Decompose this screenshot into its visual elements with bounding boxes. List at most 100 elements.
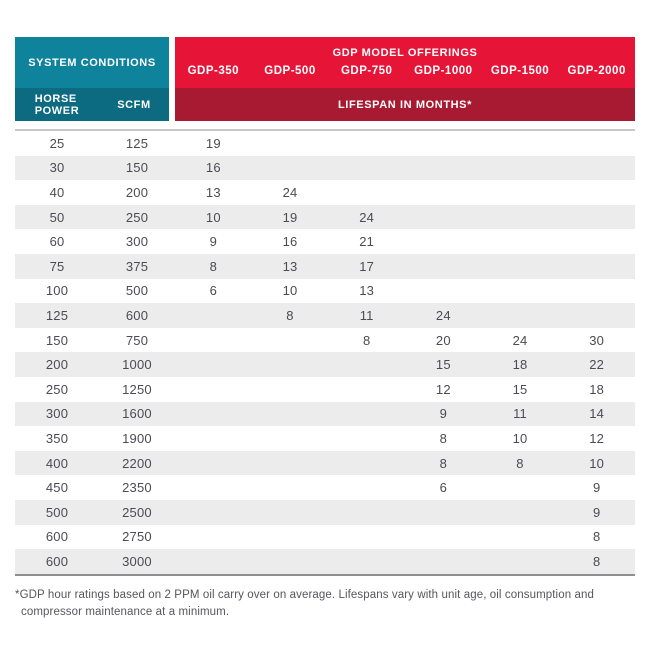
lifespan-header: LIFESPAN IN MONTHS*	[175, 88, 635, 121]
cell-horsepower: 60	[49, 234, 65, 250]
cell-lifespan: 9	[592, 480, 601, 496]
cell-lifespan: 8	[592, 553, 601, 569]
cell-horsepower: 200	[45, 357, 69, 373]
table-row: 25 125 19	[15, 131, 635, 156]
cell-lifespan: 16	[282, 234, 298, 250]
cell-lifespan: 8	[209, 258, 218, 274]
cell-lifespan: 11	[513, 406, 527, 422]
lifespan-table: SYSTEM CONDITIONS HORSE POWER SCFM GDP M…	[15, 37, 635, 621]
cell-lifespan: 8	[362, 332, 371, 348]
model-header-row: GDP-350 GDP-500 GDP-750 GDP-1000 GDP-1500 GDP…	[175, 65, 635, 77]
cell-scfm: 125	[125, 135, 149, 151]
cell-lifespan: 24	[282, 184, 298, 200]
table-row: 500 2500 9	[15, 499, 635, 525]
model-header-gdp-2000: GDP-2000	[567, 65, 626, 78]
cell-lifespan: 11	[359, 307, 374, 323]
cell-scfm: 600	[125, 307, 149, 323]
table-row: 600 3000 8	[15, 549, 635, 574]
cell-lifespan: 8	[592, 529, 601, 545]
cell-lifespan: 12	[589, 430, 605, 446]
cell-scfm: 150	[125, 160, 149, 176]
cell-horsepower: 600	[45, 553, 69, 569]
cell-lifespan: 9	[209, 234, 218, 250]
cell-scfm: 250	[125, 209, 149, 225]
cell-lifespan: 17	[359, 258, 375, 274]
cell-horsepower: 150	[45, 332, 69, 348]
system-conditions-header: SYSTEM CONDITIONS	[15, 37, 169, 88]
cell-scfm: 3000	[122, 553, 152, 569]
table-row: 250 1250 12 15 18	[15, 377, 635, 402]
table-row: 450 2350 6 9	[15, 475, 635, 500]
cell-lifespan: 16	[205, 160, 221, 176]
cell-lifespan: 24	[512, 332, 528, 348]
model-header-gdp-750: GDP-750	[340, 65, 393, 78]
cell-lifespan: 20	[435, 332, 451, 348]
cell-scfm: 1000	[122, 357, 152, 373]
cell-lifespan: 13	[205, 184, 221, 200]
gdp-model-offerings-title: GDP MODEL OFFERINGS	[332, 46, 478, 59]
footnote: *GDP hour ratings based on 2 PPM oil car…	[15, 588, 594, 618]
cell-lifespan: 19	[282, 209, 298, 225]
table-row: 60 300 9 16 21	[15, 229, 635, 254]
cell-lifespan: 10	[589, 455, 605, 471]
cell-scfm: 1900	[122, 430, 152, 446]
cell-horsepower: 40	[49, 184, 65, 200]
cell-lifespan: 22	[589, 357, 605, 373]
cell-lifespan: 18	[589, 381, 605, 397]
system-conditions-group: SYSTEM CONDITIONS HORSE POWER SCFM	[15, 37, 169, 121]
model-header-gdp-1500: GDP-1500	[490, 65, 550, 78]
table-row: 100 500 6 10 13	[15, 279, 635, 304]
cell-lifespan: 9	[592, 504, 601, 520]
cell-horsepower: 450	[45, 480, 69, 496]
cell-scfm: 2200	[122, 455, 152, 471]
cell-lifespan: 6	[209, 283, 218, 299]
table-row: 350 1900 8 10 12	[15, 426, 635, 451]
cell-lifespan: 13	[359, 283, 375, 299]
cell-lifespan: 10	[205, 209, 221, 225]
cell-lifespan: 24	[359, 209, 375, 225]
model-header-gdp-350: GDP-350	[187, 65, 240, 78]
cell-scfm: 200	[125, 184, 149, 200]
data-rows: 25 125 19 30 150 16 40 200 13 24 50 250 10 19 24 60 300 9…	[15, 129, 635, 576]
table-row: 200 1000 15 18 22	[15, 352, 635, 377]
cell-horsepower: 500	[45, 504, 69, 520]
table-row: 75 375 8 13 17	[15, 253, 635, 279]
table-row: 600 2750 8	[15, 525, 635, 550]
cell-horsepower: 350	[45, 430, 69, 446]
table-row: 30 150 16	[15, 155, 635, 181]
cell-horsepower: 125	[45, 307, 69, 323]
cell-lifespan: 19	[205, 135, 221, 151]
table-row: 400 2200 8 8 10	[15, 450, 635, 476]
gdp-model-offerings-header: GDP MODEL OFFERINGS GDP-350 GDP-500 GDP-75…	[175, 37, 635, 88]
table-header: SYSTEM CONDITIONS HORSE POWER SCFM GDP M…	[15, 37, 635, 121]
cell-lifespan: 21	[359, 234, 375, 250]
cell-lifespan: 15	[435, 357, 451, 373]
cell-lifespan: 12	[435, 381, 451, 397]
cell-horsepower: 400	[45, 455, 69, 471]
cell-scfm: 2500	[122, 504, 152, 520]
table-row: 40 200 13 24	[15, 180, 635, 205]
model-header-gdp-500: GDP-500	[264, 65, 316, 78]
cell-lifespan: 24	[435, 307, 451, 323]
cell-lifespan: 15	[512, 381, 528, 397]
cell-scfm: 1600	[122, 406, 152, 422]
horse-power-header: HORSE POWER	[34, 92, 80, 117]
cell-horsepower: 75	[49, 258, 65, 274]
cell-horsepower: 30	[49, 160, 65, 176]
cell-lifespan: 30	[589, 332, 605, 348]
cell-scfm: 2750	[122, 529, 152, 545]
scfm-header: SCFM	[117, 98, 151, 111]
cell-lifespan: 8	[439, 430, 448, 446]
model-header-gdp-1000: GDP-1000	[414, 65, 473, 78]
cell-horsepower: 600	[45, 529, 69, 545]
cell-scfm: 750	[125, 332, 149, 348]
cell-lifespan: 13	[282, 258, 298, 274]
table-row: 300 1600 9 11 14	[15, 401, 635, 427]
cell-horsepower: 100	[45, 283, 69, 299]
system-conditions-subheader: HORSE POWER SCFM	[15, 88, 169, 121]
cell-horsepower: 25	[49, 135, 65, 151]
cell-lifespan: 8	[439, 455, 448, 471]
gdp-models-group: GDP MODEL OFFERINGS GDP-350 GDP-500 GDP-75…	[175, 37, 635, 121]
cell-scfm: 1250	[122, 381, 152, 397]
